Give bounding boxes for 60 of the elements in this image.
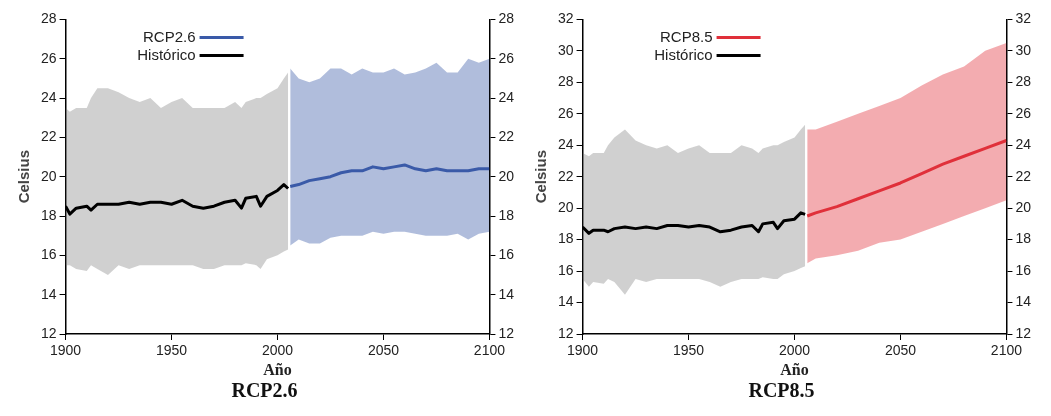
- x-tick-label: 2000: [261, 342, 294, 359]
- y2-tick-label: 28: [1015, 73, 1032, 90]
- legend-label: Histórico: [654, 45, 713, 63]
- y2-tick-label: 12: [498, 324, 515, 341]
- y-tick-label: 26: [557, 104, 574, 121]
- y2-tick-label: 16: [498, 246, 515, 263]
- x-tick-label: 1950: [672, 342, 705, 359]
- y-tick-label: 28: [557, 73, 574, 90]
- y-tick-label: 16: [557, 261, 574, 278]
- y-tick-label: 32: [557, 10, 574, 27]
- text: RCP2.6: [231, 379, 298, 402]
- y2-tick-label: 18: [498, 206, 515, 223]
- x-tick-label: 2100: [473, 342, 506, 359]
- y2-tick-label: 16: [1015, 261, 1032, 278]
- y-tick-label: 24: [557, 136, 574, 153]
- y2-tick-label: 28: [498, 10, 515, 27]
- y2-tick-label: 12: [1015, 324, 1032, 341]
- x-tick-label: 1900: [49, 342, 82, 359]
- x-tick-label: 2050: [367, 342, 400, 359]
- legend-label: Histórico: [137, 45, 196, 63]
- y-tick-label: 12: [557, 324, 574, 341]
- x-tick-label: 1900: [566, 342, 599, 359]
- legend-label: RCP2.6: [143, 27, 196, 45]
- x-tick-label: 2050: [884, 342, 917, 359]
- y2-tick-label: 20: [1015, 199, 1032, 216]
- y-tick-label: 20: [557, 199, 574, 216]
- legend-label: RCP8.5: [660, 27, 713, 45]
- y2-tick-label: 14: [1015, 293, 1032, 310]
- y-tick-label: 26: [40, 49, 57, 66]
- y2-tick-label: 22: [498, 128, 515, 145]
- text: RCP8.5: [748, 379, 815, 402]
- y2-tick-label: 24: [498, 88, 515, 105]
- y-tick-label: 16: [40, 246, 57, 263]
- y2-tick-label: 22: [1015, 167, 1032, 184]
- y2-tick-label: 32: [1015, 10, 1032, 27]
- x-tick-label: 1950: [155, 342, 188, 359]
- y-tick-label: 12: [40, 324, 57, 341]
- y2-tick-label: 26: [1015, 104, 1032, 121]
- y2-tick-label: 26: [498, 49, 515, 66]
- y2-tick-label: 30: [1015, 41, 1032, 58]
- x-tick-label: 2000: [778, 342, 811, 359]
- y2-tick-label: 14: [498, 285, 515, 302]
- y-tick-label: 30: [557, 41, 574, 58]
- y-tick-label: 24: [40, 88, 57, 105]
- x-tick-label: 2100: [990, 342, 1023, 359]
- y-tick-label: 18: [557, 230, 574, 247]
- y-axis-title: Celsius: [15, 150, 33, 204]
- y-axis-title: Celsius: [532, 150, 550, 204]
- y-tick-label: 14: [40, 285, 57, 302]
- y2-tick-label: 18: [1015, 230, 1032, 247]
- y-tick-label: 22: [557, 167, 574, 184]
- y-tick-label: 18: [40, 206, 57, 223]
- y-tick-label: 14: [557, 293, 574, 310]
- x-axis-title: Año: [263, 360, 292, 378]
- y-tick-label: 20: [40, 167, 57, 184]
- y2-tick-label: 24: [1015, 136, 1032, 153]
- y2-tick-label: 20: [498, 167, 515, 184]
- y-tick-label: 22: [40, 128, 57, 145]
- x-axis-title: Año: [780, 360, 809, 378]
- y-tick-label: 28: [40, 10, 57, 27]
